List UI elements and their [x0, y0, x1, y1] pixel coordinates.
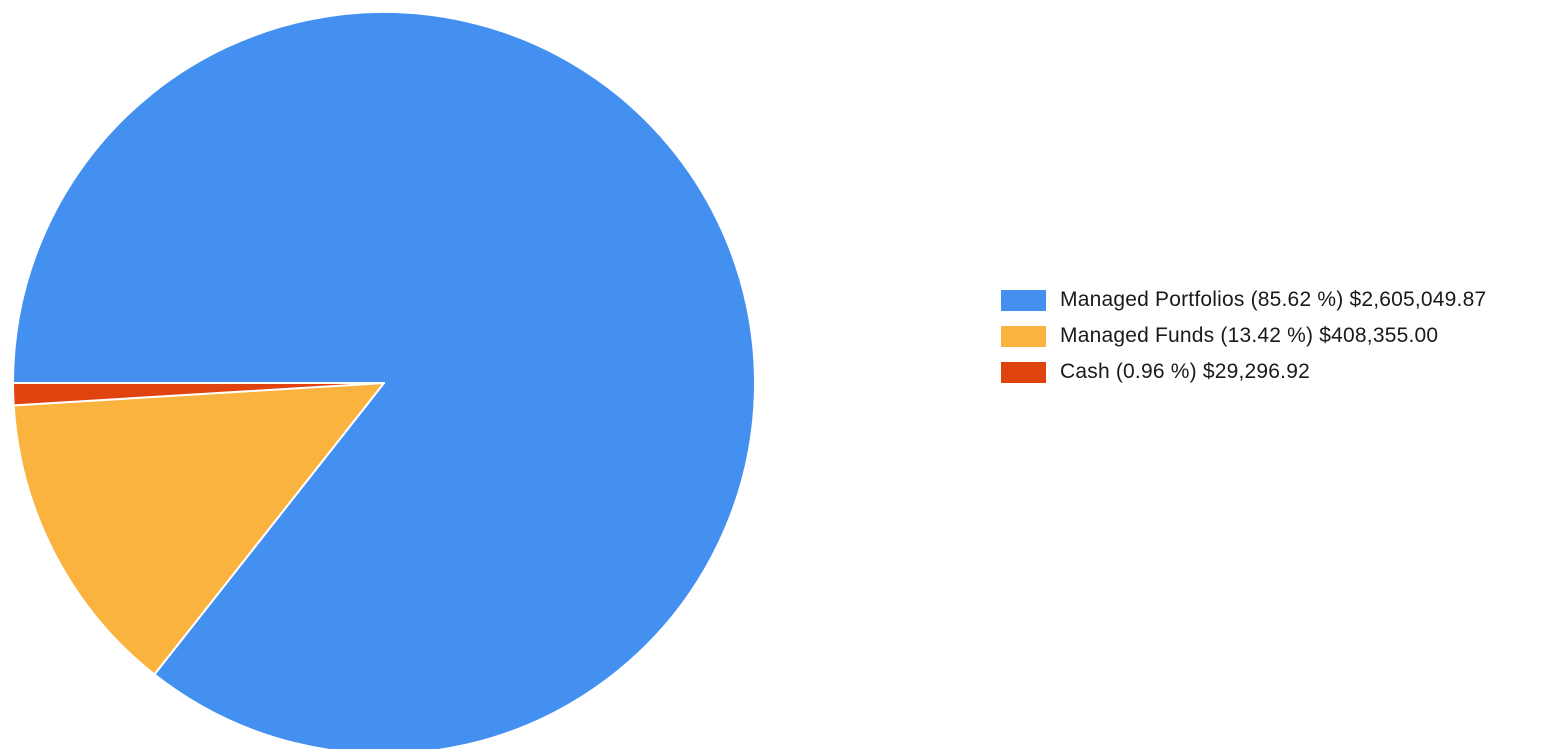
pie-slice-managed-portfolios[interactable]	[12, 11, 756, 749]
legend-swatch	[1001, 289, 1046, 311]
chart-legend: Managed Portfolios (85.62 %) $2,605,049.…	[1001, 282, 1486, 390]
pie-slices	[11, 11, 756, 749]
legend-label: Managed Funds (13.42 %) $408,355.00	[1060, 324, 1439, 347]
legend-item[interactable]: Managed Funds (13.42 %) $408,355.00	[1001, 318, 1486, 354]
legend-label: Managed Portfolios (85.62 %) $2,605,049.…	[1060, 288, 1487, 311]
legend-item[interactable]: Cash (0.96 %) $29,296.92	[1001, 354, 1486, 390]
pie-slice-managed-funds[interactable]	[12, 382, 385, 676]
legend-swatch	[1001, 361, 1046, 383]
legend-item[interactable]: Managed Portfolios (85.62 %) $2,605,049.…	[1001, 282, 1486, 318]
legend-label: Cash (0.96 %) $29,296.92	[1060, 360, 1310, 383]
legend-swatch	[1001, 325, 1046, 347]
pie-slice-cash[interactable]	[11, 382, 385, 407]
